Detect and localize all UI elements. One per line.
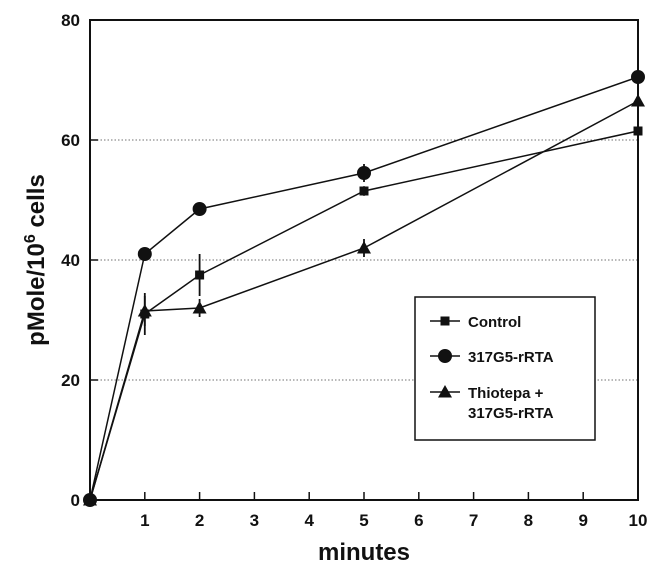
- x-tick-label-10: 10: [629, 511, 648, 530]
- series-thiotepa: [83, 92, 645, 506]
- x-axis-title: minutes: [318, 539, 410, 566]
- data-point-control-10: [633, 126, 643, 136]
- y-axis-title: pMole/106 cells: [22, 174, 50, 346]
- x-tick-label-6: 6: [414, 511, 423, 530]
- data-point-thiotepa-1: [137, 304, 152, 317]
- legend-marker-317g5: [438, 349, 452, 363]
- legend-label-317g5: 317G5-rRTA: [468, 349, 554, 366]
- y-axis-title-main: pMole/10: [23, 243, 50, 346]
- y-tick-label-40: 40: [61, 251, 80, 270]
- axis-ticks: 1 2 3 4 5 6 7 8 9 10 0 20 40 60 80: [61, 11, 647, 530]
- data-point-thiotepa-10: [631, 94, 645, 107]
- legend-marker-control: [440, 316, 450, 326]
- data-point-control-2: [195, 270, 205, 280]
- series-group: [83, 69, 645, 507]
- data-point-thiotepa-2: [192, 301, 207, 314]
- series-317g5: [83, 69, 645, 507]
- y-axis-title-suffix: cells: [23, 174, 50, 234]
- legend-label-control: Control: [468, 314, 521, 331]
- x-tick-label-7: 7: [469, 511, 478, 530]
- y-tick-label-80: 80: [61, 11, 80, 30]
- x-tick-label-2: 2: [195, 511, 204, 530]
- legend-marker-thiotepa: [438, 385, 452, 398]
- legend-markers: [430, 316, 460, 398]
- x-tick-label-9: 9: [578, 511, 587, 530]
- legend-label-thiotepa-line2: 317G5-rRTA: [468, 405, 554, 422]
- data-point-thiotepa-5: [357, 241, 371, 254]
- legend-label-thiotepa-line1: Thiotepa +: [468, 385, 544, 402]
- x-tick-label-3: 3: [250, 511, 259, 530]
- data-point-317g5-5: [357, 166, 371, 180]
- y-tick-label-20: 20: [61, 371, 80, 390]
- x-tick-label-5: 5: [359, 511, 368, 530]
- y-axis-title-exponent: 6: [22, 234, 39, 243]
- data-point-317g5-2: [192, 202, 207, 216]
- data-point-control-5: [359, 186, 369, 196]
- data-point-317g5-1: [137, 247, 152, 261]
- x-tick-label-1: 1: [140, 511, 149, 530]
- y-tick-label-0: 0: [71, 491, 80, 510]
- data-point-317g5-10: [631, 70, 645, 84]
- y-tick-label-60: 60: [61, 131, 80, 150]
- grid: [90, 139, 638, 381]
- legend: Control 317G5-rRTA Thiotepa + 317G5-rRTA: [414, 296, 596, 441]
- x-tick-label-4: 4: [304, 511, 314, 530]
- data-point-thiotepa-0: [83, 493, 97, 506]
- x-tick-label-8: 8: [524, 511, 533, 530]
